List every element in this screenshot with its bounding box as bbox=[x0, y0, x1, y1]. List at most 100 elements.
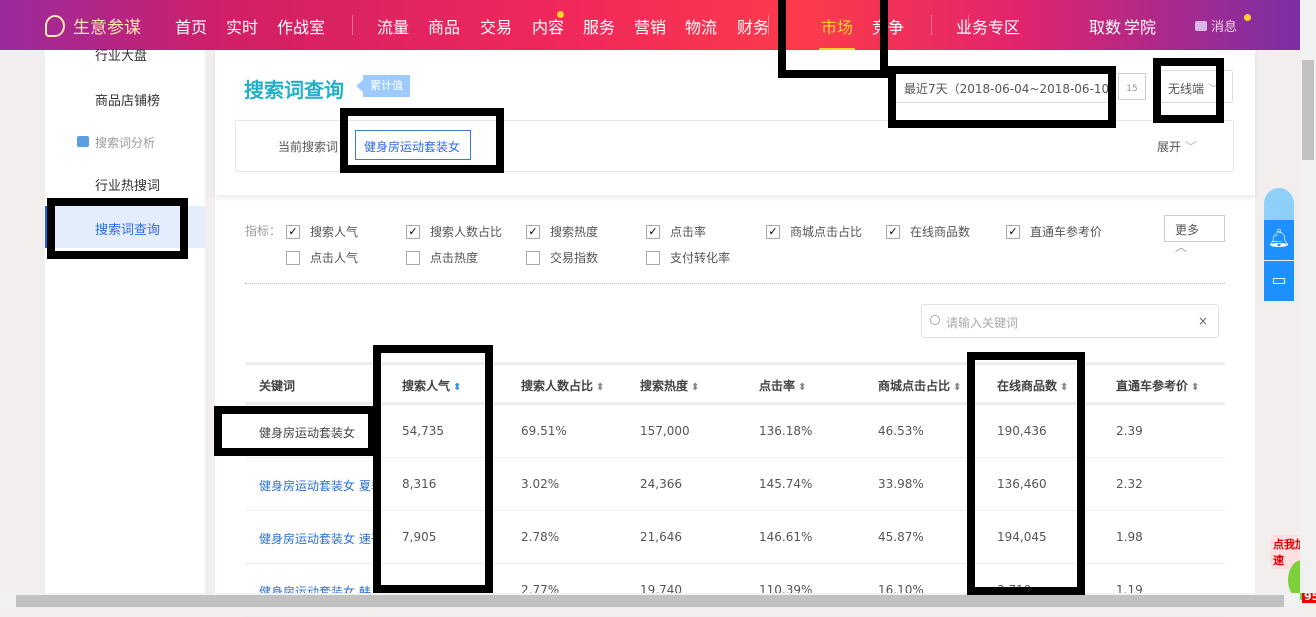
nav-products[interactable]: 商品 bbox=[428, 18, 461, 37]
table-cell: 3.02% bbox=[521, 477, 560, 491]
column-header[interactable]: 搜索热度 ⬍ bbox=[640, 377, 699, 394]
indicator-checkbox[interactable]: 交易指数 bbox=[526, 249, 598, 266]
indicators-label: 指标： bbox=[245, 224, 282, 238]
nav-logistics[interactable]: 物流 bbox=[685, 18, 718, 37]
indicator-checkbox[interactable]: ✓ 点击率 bbox=[646, 223, 706, 240]
keyword-link[interactable]: 健身房运动套装女 夏季 bbox=[259, 479, 379, 493]
nav-war-room[interactable]: 作战室 bbox=[277, 18, 326, 37]
table-row: 健身房运动套装女 54,735 69.51% 157,000 136.18% 46.53%… bbox=[245, 405, 1225, 458]
checkbox-icon[interactable] bbox=[406, 250, 420, 265]
date-range-picker[interactable]: 最近7天（2018-06-04~2018-06-10） bbox=[893, 70, 1121, 103]
checkbox-checked-icon[interactable]: ✓ bbox=[886, 224, 900, 239]
table-cell: 8,316 bbox=[402, 477, 437, 491]
sidebar-item-industry-overview[interactable]: 行业大盘 bbox=[95, 49, 148, 64]
nav-trade[interactable]: 交易 bbox=[480, 18, 513, 37]
sort-icon[interactable]: ⬍ bbox=[1060, 382, 1069, 393]
table-row: 健身房运动套装女 速干 7,905 2.78% 21,646 146.61% 45.87%… bbox=[245, 511, 1225, 564]
column-header[interactable]: 直通车参考价 ⬍ bbox=[1116, 377, 1199, 394]
keyword-link[interactable]: 健身房运动套装女 速干 bbox=[259, 532, 379, 546]
indicator-checkbox[interactable]: ✓ 搜索人数占比 bbox=[406, 223, 502, 240]
column-header[interactable]: 搜索人数占比 ⬍ bbox=[521, 377, 604, 394]
checkbox-checked-icon[interactable]: ✓ bbox=[646, 224, 660, 239]
nav-traffic[interactable]: 流量 bbox=[377, 18, 410, 37]
column-header[interactable]: 点击率 ⬍ bbox=[759, 377, 806, 394]
nav-service[interactable]: 服务 bbox=[583, 18, 616, 37]
elephant-mascot-icon[interactable] bbox=[1264, 188, 1294, 220]
sort-icon[interactable]: ⬍ bbox=[691, 382, 700, 393]
indicator-label: 搜索热度 bbox=[550, 225, 599, 239]
table-cell: 157,000 bbox=[640, 424, 690, 438]
table-cell: 136.18% bbox=[759, 424, 813, 438]
sort-icon[interactable]: ⬍ bbox=[953, 382, 962, 393]
table-cell: 146.61% bbox=[759, 530, 813, 544]
nav-competition[interactable]: 竞争 bbox=[872, 18, 905, 37]
indicator-label: 在线商品数 bbox=[910, 225, 971, 239]
bell-icon[interactable]: 🔔︎ bbox=[1264, 220, 1294, 260]
expand-button[interactable]: 展开 ﹀ bbox=[1157, 138, 1197, 155]
nav-finance[interactable]: 财务 bbox=[737, 18, 770, 37]
table-cell: 136,460 bbox=[997, 477, 1047, 491]
sidebar-item-hot-search[interactable]: 行业热搜词 bbox=[95, 179, 161, 194]
indicator-checkbox[interactable]: 点击人气 bbox=[286, 249, 358, 266]
indicator-checkbox[interactable]: ✓ 搜索人气 bbox=[286, 223, 358, 240]
indicator-label: 点击人气 bbox=[310, 251, 359, 265]
horizontal-scrollbar[interactable] bbox=[0, 593, 1300, 609]
compass-icon bbox=[45, 14, 65, 37]
sidebar-item-label: 搜索词查询 bbox=[95, 223, 161, 238]
calendar-icon[interactable]: 15 bbox=[1118, 73, 1146, 100]
clear-icon[interactable]: × bbox=[1197, 314, 1208, 328]
nav-business-zone[interactable]: 业务专区 bbox=[956, 18, 1021, 37]
nav-marketing[interactable]: 营销 bbox=[634, 18, 667, 37]
nav-academy[interactable]: 学院 bbox=[1124, 18, 1157, 37]
table-cell: 24,366 bbox=[640, 477, 682, 491]
sort-icon[interactable]: ⬍ bbox=[596, 382, 605, 393]
cumulative-tag: 累计值 bbox=[356, 75, 410, 97]
nav-home[interactable]: 首页 bbox=[175, 18, 208, 37]
checkbox-checked-icon[interactable]: ✓ bbox=[526, 224, 540, 239]
brand-logo[interactable]: 生意参谋 bbox=[45, 13, 141, 38]
column-header[interactable]: 商城点击占比 ⬍ bbox=[878, 377, 961, 394]
checkbox-checked-icon[interactable]: ✓ bbox=[766, 224, 780, 239]
keyword-search-input[interactable]: 请输入关键词 × bbox=[921, 304, 1219, 338]
indicator-checkbox[interactable]: ✓ 搜索热度 bbox=[526, 223, 598, 240]
nav-divider bbox=[931, 15, 932, 35]
indicator-checkbox[interactable]: ✓ 直通车参考价 bbox=[1006, 223, 1102, 240]
sidebar-item-shop-rank[interactable]: 商品店铺榜 bbox=[95, 94, 161, 109]
nav-market[interactable]: 市场 bbox=[818, 14, 856, 51]
column-label: 在线商品数 bbox=[997, 379, 1058, 393]
keyword-link[interactable]: 健身房运动套装女 bbox=[259, 426, 356, 440]
sidebar-item-search-query[interactable]: 搜索词查询 bbox=[45, 206, 205, 248]
table-cell: 2.39 bbox=[1116, 424, 1143, 438]
column-label: 商城点击占比 bbox=[878, 379, 951, 393]
column-header[interactable]: 搜索人气 ⬍ bbox=[402, 377, 461, 394]
nav-content[interactable]: 内容 bbox=[532, 18, 565, 37]
indicator-checkbox[interactable]: ✓ 商城点击占比 bbox=[766, 223, 862, 240]
column-label: 搜索热度 bbox=[640, 379, 689, 393]
nav-data[interactable]: 取数 bbox=[1089, 18, 1122, 37]
messages-button[interactable]: 消息 bbox=[1195, 16, 1237, 35]
device-select[interactable]: 无线端 ﹀ bbox=[1155, 70, 1233, 103]
checkbox-checked-icon[interactable]: ✓ bbox=[286, 224, 300, 239]
current-term-chip[interactable]: 健身房运动套装女 bbox=[355, 130, 471, 160]
sort-icon[interactable]: ⬍ bbox=[798, 382, 807, 393]
message-dot bbox=[1244, 14, 1251, 21]
more-button[interactable]: 更多 ︿ bbox=[1164, 215, 1225, 254]
indicator-checkbox[interactable]: 点击热度 bbox=[406, 249, 478, 266]
checkbox-icon[interactable] bbox=[526, 250, 540, 265]
main-content: 搜索词查询 累计值 最近7天（2018-06-04~2018-06-10） 15… bbox=[215, 50, 1255, 617]
chat-icon[interactable]: ▭ bbox=[1264, 261, 1294, 301]
sort-icon[interactable]: ⬍ bbox=[453, 382, 462, 393]
nav-realtime[interactable]: 实时 bbox=[226, 18, 259, 37]
vertical-scrollbar[interactable] bbox=[1300, 0, 1316, 593]
indicator-checkbox[interactable]: 支付转化率 bbox=[646, 249, 730, 266]
indicator-checkbox[interactable]: ✓ 在线商品数 bbox=[886, 223, 970, 240]
checkbox-checked-icon[interactable]: ✓ bbox=[406, 224, 420, 239]
column-header[interactable]: 在线商品数 ⬍ bbox=[997, 377, 1068, 394]
checkbox-checked-icon[interactable]: ✓ bbox=[1006, 224, 1020, 239]
sort-icon[interactable]: ⬍ bbox=[1191, 382, 1200, 393]
current-search-term-panel: 当前搜索词 健身房运动套装女 展开 ﹀ bbox=[235, 120, 1234, 172]
table-cell: 69.51% bbox=[521, 424, 567, 438]
checkbox-icon[interactable] bbox=[286, 250, 300, 265]
checkbox-icon[interactable] bbox=[646, 250, 660, 265]
indicator-label: 直通车参考价 bbox=[1030, 225, 1103, 239]
